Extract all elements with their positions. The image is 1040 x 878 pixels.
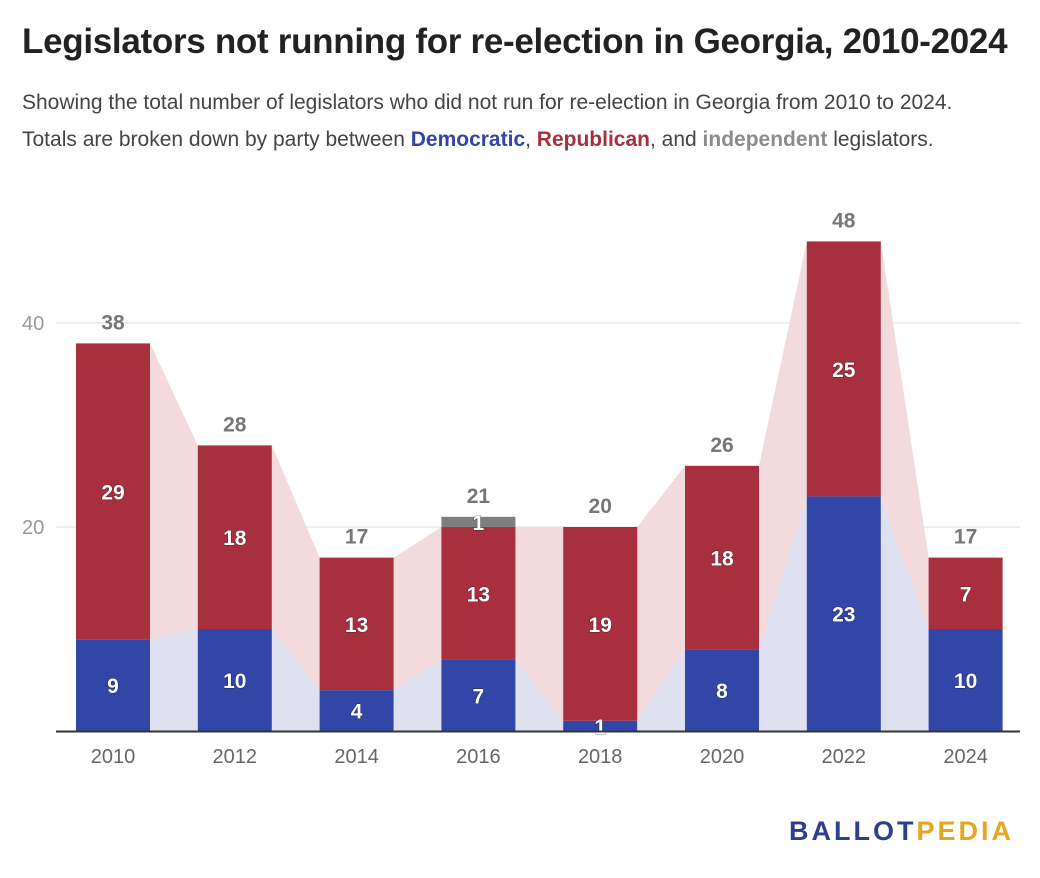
democratic-bar: [928, 629, 1003, 731]
democratic-bar: [685, 649, 759, 731]
republican-area-2018: [637, 465, 685, 721]
total-value-label: 17: [345, 526, 368, 549]
republican-value-label: 18: [710, 548, 734, 571]
democratic-bar: [197, 629, 272, 731]
ballotpedia-logo: BALLOTPEDIA: [789, 816, 1014, 847]
republican-bar: [76, 343, 150, 640]
republican-value-label: 13: [345, 614, 368, 637]
republican-value-label: 19: [589, 614, 612, 637]
independent-value-label: 1: [473, 512, 485, 535]
chart-title: Legislators not running for re-election …: [22, 22, 1008, 61]
republican-bar: [563, 527, 638, 721]
stacked-bar-chart: 9 29 38 10 18 28 4 13 17 7 13 1 21 1 19 20 8 18 26 23 25 48 10…: [22, 209, 1020, 768]
democratic-area-2014: [393, 659, 442, 731]
republican-value-label: 7: [960, 583, 972, 606]
x-tick-label: 2014: [334, 746, 379, 768]
republican-area-2020: [759, 241, 807, 650]
republican-bar: [928, 557, 1003, 629]
republican-area-2012: [271, 445, 320, 691]
democratic-bar: [806, 496, 881, 731]
total-value-label: 26: [710, 434, 733, 457]
democratic-value-label: 10: [223, 670, 246, 693]
republican-bar: [197, 445, 272, 629]
republican-bar: [441, 527, 516, 660]
democratic-area-2010: [150, 629, 198, 731]
y-tick-label: 20: [22, 517, 44, 539]
democratic-area-2012: [271, 629, 320, 731]
republican-value-label: 25: [832, 359, 856, 382]
republican-area-2010: [150, 343, 198, 640]
subtitle-separator-1: ,: [525, 128, 537, 151]
x-tick-label: 2022: [822, 746, 867, 768]
democratic-bar: [441, 659, 516, 731]
x-tick-label: 2020: [700, 746, 745, 768]
democratic-value-label: 8: [716, 680, 728, 703]
independent-bar: [441, 516, 516, 527]
democratic-bar: [76, 639, 150, 731]
democratic-value-label: 10: [954, 670, 977, 693]
democratic-area-2018: [637, 649, 685, 731]
republican-bar: [806, 241, 881, 497]
logo-part-pedia: PEDIA: [916, 816, 1014, 846]
republican-value-label: 13: [467, 583, 490, 606]
democratic-value-label: 9: [107, 675, 119, 698]
democratic-value-label: 7: [473, 685, 485, 708]
data-labels: 9 29 38 10 18 28 4 13 17 7 13 1 21 1 19 20 8 18 26 23 25 48 10…: [101, 209, 978, 739]
bars: [76, 241, 1003, 731]
total-value-label: 20: [589, 495, 612, 518]
total-value-label: 48: [832, 209, 856, 232]
y-tick-label: 40: [22, 313, 44, 335]
x-tick-label: 2016: [456, 746, 501, 768]
democratic-area-2022: [880, 496, 929, 731]
subtitle-republican-label: Republican: [536, 128, 650, 151]
democratic-value-label: 1: [594, 716, 606, 739]
total-value-label: 38: [101, 311, 125, 334]
republican-area-2016: [515, 527, 564, 721]
democratic-value-label: 23: [832, 604, 855, 627]
total-value-label: 28: [223, 413, 247, 436]
subtitle-text-2: legislators.: [827, 128, 934, 151]
x-tick-label: 2010: [91, 746, 136, 768]
democratic-value-label: 4: [351, 701, 363, 724]
republican-area-2022: [880, 241, 929, 629]
democratic-area-2020: [759, 496, 807, 731]
total-value-label: 21: [467, 485, 491, 508]
democratic-area-2016: [515, 659, 564, 731]
democratic-bar: [563, 720, 638, 731]
x-tick-label: 2024: [943, 746, 988, 768]
democratic-bar: [319, 690, 394, 731]
chart-subtitle: Showing the total number of legislators …: [22, 84, 1012, 158]
connector-areas: [150, 241, 929, 731]
x-tick-label: 2018: [578, 746, 623, 768]
x-tick-label: 2012: [213, 746, 258, 768]
subtitle-democratic-label: Democratic: [410, 128, 526, 151]
subtitle-independent-label: independent: [702, 128, 828, 151]
subtitle-separator-2: , and: [649, 128, 703, 151]
subtitle-text-1: Showing the total number of legislators …: [22, 91, 953, 151]
logo-part-ballot: BALLOT: [788, 816, 917, 846]
republican-bar: [685, 465, 759, 650]
total-value-label: 17: [954, 526, 977, 549]
republican-value-label: 29: [101, 481, 124, 504]
republican-bar: [319, 557, 394, 691]
republican-value-label: 18: [223, 527, 247, 550]
republican-area-2014: [393, 527, 442, 691]
